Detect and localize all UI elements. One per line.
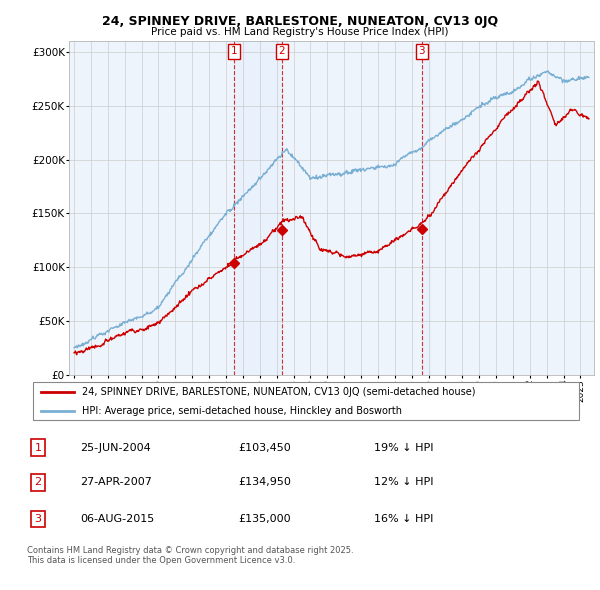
- Text: £134,950: £134,950: [238, 477, 291, 487]
- Text: 16% ↓ HPI: 16% ↓ HPI: [374, 514, 433, 524]
- Text: 24, SPINNEY DRIVE, BARLESTONE, NUNEATON, CV13 0JQ (semi-detached house): 24, SPINNEY DRIVE, BARLESTONE, NUNEATON,…: [82, 386, 476, 396]
- Text: 12% ↓ HPI: 12% ↓ HPI: [374, 477, 433, 487]
- Text: £135,000: £135,000: [238, 514, 291, 524]
- Text: 27-APR-2007: 27-APR-2007: [80, 477, 152, 487]
- Text: Price paid vs. HM Land Registry's House Price Index (HPI): Price paid vs. HM Land Registry's House …: [151, 27, 449, 37]
- Text: 06-AUG-2015: 06-AUG-2015: [80, 514, 155, 524]
- Bar: [422, 41, 430, 375]
- Text: 3: 3: [418, 46, 425, 56]
- Text: 2: 2: [279, 46, 286, 56]
- Text: £103,450: £103,450: [238, 443, 291, 453]
- FancyBboxPatch shape: [33, 382, 579, 420]
- Text: 3: 3: [35, 514, 41, 524]
- Text: 1: 1: [231, 46, 238, 56]
- Text: 25-JUN-2004: 25-JUN-2004: [80, 443, 151, 453]
- Text: 1: 1: [35, 443, 41, 453]
- Text: Contains HM Land Registry data © Crown copyright and database right 2025.
This d: Contains HM Land Registry data © Crown c…: [27, 546, 353, 565]
- Text: HPI: Average price, semi-detached house, Hinckley and Bosworth: HPI: Average price, semi-detached house,…: [82, 406, 403, 416]
- Bar: [234, 41, 282, 375]
- Text: 2: 2: [35, 477, 41, 487]
- Text: 24, SPINNEY DRIVE, BARLESTONE, NUNEATON, CV13 0JQ: 24, SPINNEY DRIVE, BARLESTONE, NUNEATON,…: [102, 15, 498, 28]
- Text: 19% ↓ HPI: 19% ↓ HPI: [374, 443, 433, 453]
